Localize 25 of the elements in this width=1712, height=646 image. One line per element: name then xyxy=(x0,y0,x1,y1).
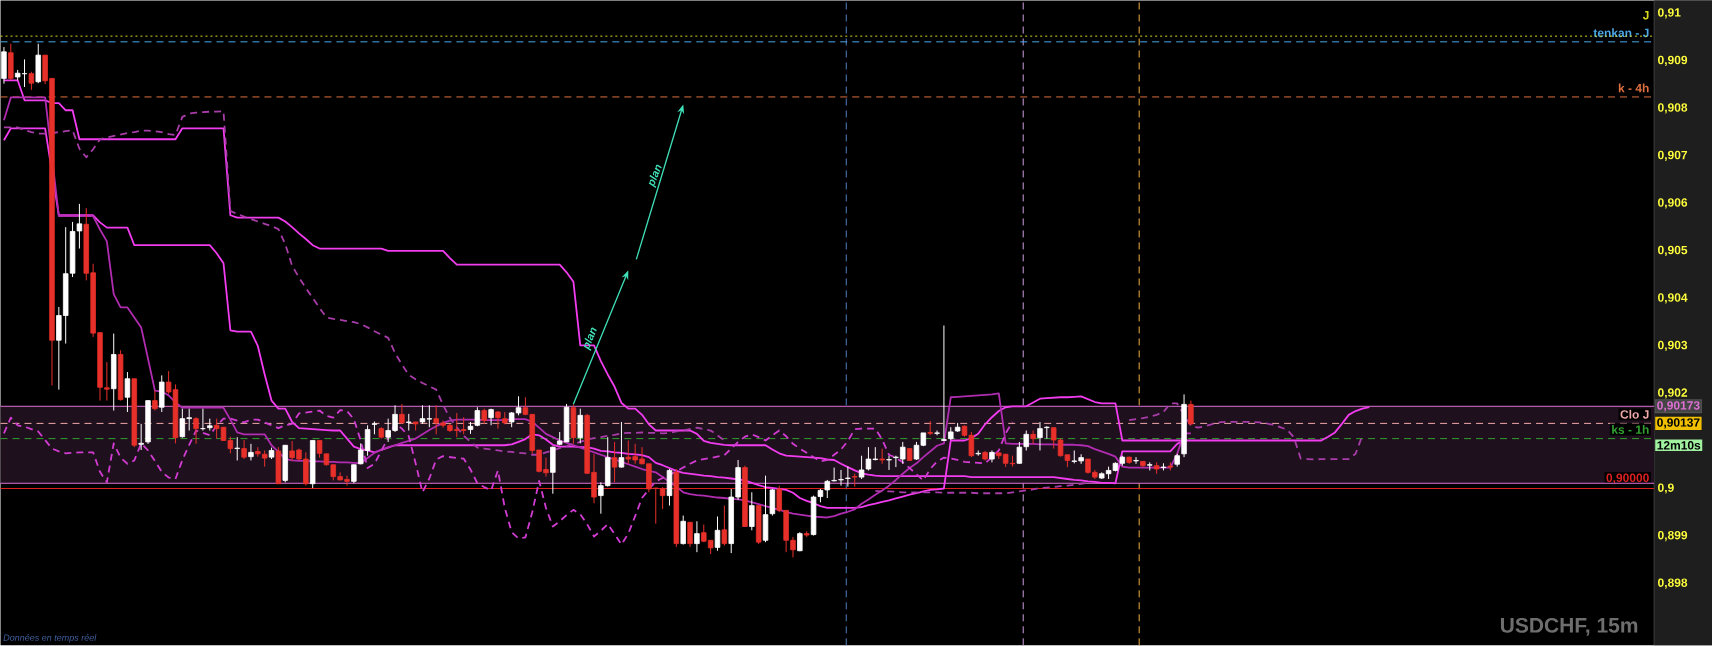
y-tick-label: 0,91 xyxy=(1658,8,1681,19)
y-tick-label: 0,905 xyxy=(1658,245,1688,257)
text: 0,90137 xyxy=(1657,418,1700,429)
ref-line-label: Clo J xyxy=(1620,409,1649,419)
y-tick-label: 0,909 xyxy=(1658,55,1688,67)
y-tick-label: 0,907 xyxy=(1658,150,1688,162)
y-tick-label: 0,898 xyxy=(1658,578,1688,589)
ref-line-label: ks - 1h xyxy=(1612,425,1649,434)
y-tick-label: 0,9 xyxy=(1658,483,1674,494)
y-tick-label: 0,902 xyxy=(1658,388,1688,399)
ref-line-label: k - 4h xyxy=(1618,83,1649,93)
y-tick-label: 0,908 xyxy=(1658,103,1688,114)
annotation: plan xyxy=(648,164,662,189)
annotation: plan xyxy=(583,327,597,352)
text: USDCHF, 15m xyxy=(1500,617,1638,636)
ref-line-label: tenkan - J xyxy=(1593,28,1649,38)
y-tick-label: 0,904 xyxy=(1658,293,1688,304)
y-tick-label: 0,906 xyxy=(1658,198,1688,209)
ref-line-label: 0,90173 xyxy=(1657,401,1700,412)
ref-line-label: J xyxy=(1642,11,1649,20)
y-tick-label: 0,899 xyxy=(1658,530,1688,542)
ref-line-label: 0,90000 xyxy=(1606,473,1649,484)
y-tick-label: 0,903 xyxy=(1658,340,1688,352)
annotation: Données en temps réel xyxy=(3,634,97,643)
text: 12m10s xyxy=(1657,441,1701,450)
